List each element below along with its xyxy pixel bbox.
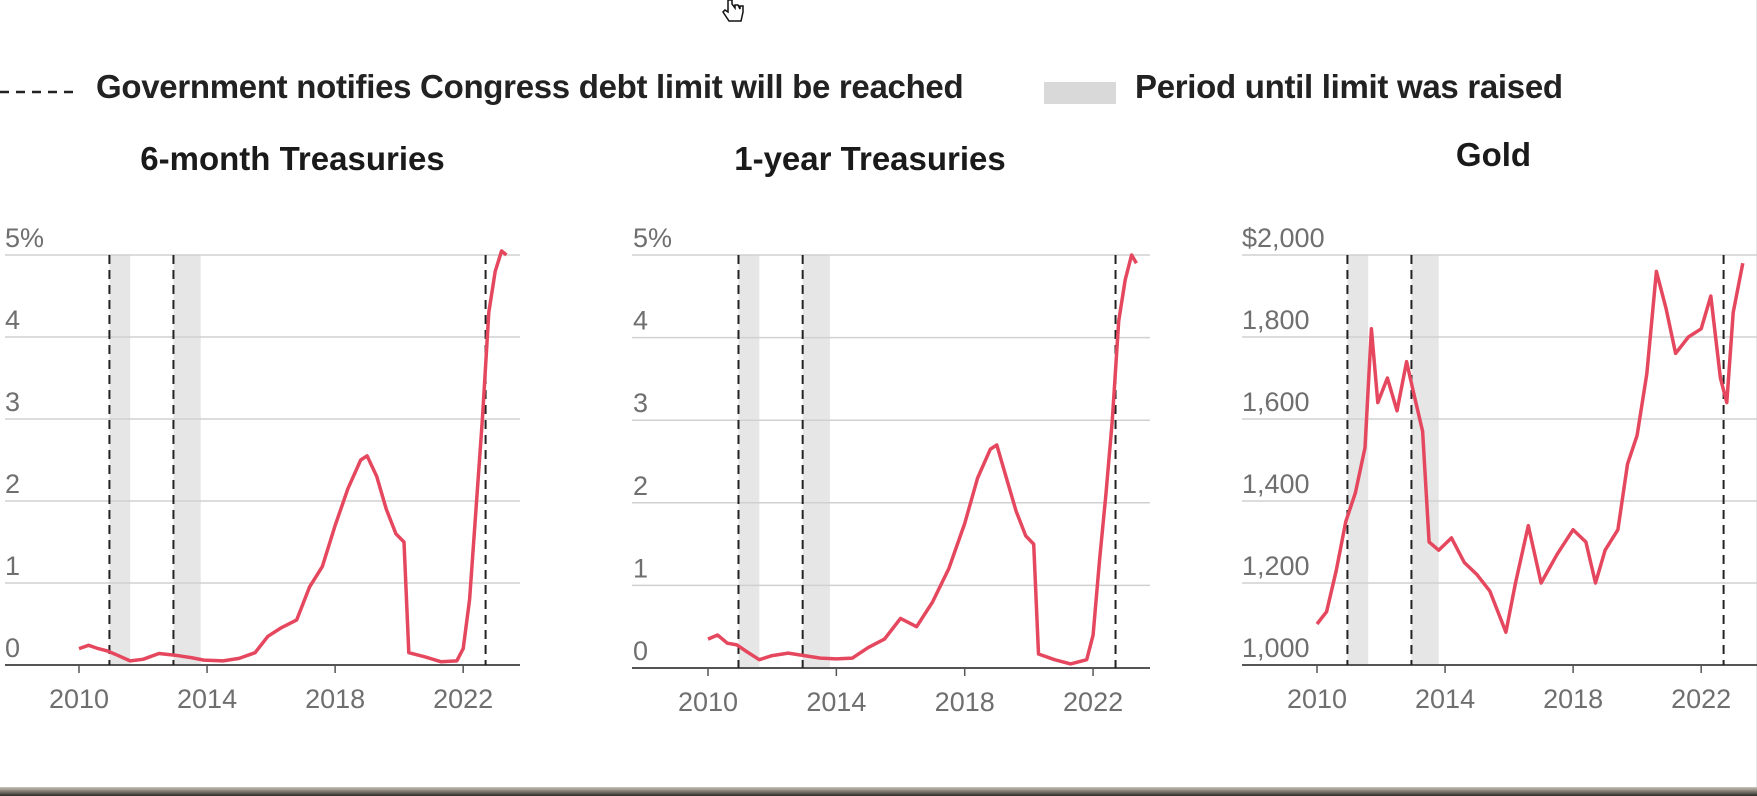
panel-1-year-treasuries: 1-year Treasuries: [620, 140, 1150, 740]
panel-title: 1-year Treasuries: [734, 140, 1006, 177]
panel-title: Gold: [1455, 136, 1532, 173]
panel-title: 6-month Treasuries: [140, 140, 445, 177]
window-bottom-edge: [0, 787, 1757, 796]
legend-period-label: Period until limit was raised: [1135, 68, 1563, 105]
legend: Government notifies Congress debt limit …: [0, 68, 1757, 112]
panel-6-month-treasuries: 6-month Treasuries: [0, 140, 530, 740]
panel-gold: Gold: [1230, 136, 1757, 740]
legend-notify-label: Government notifies Congress debt limit …: [96, 68, 964, 105]
dashed-line-key-icon: [0, 90, 80, 94]
hand-pointer-icon: [722, 0, 744, 22]
shaded-period-key-icon: [1044, 82, 1116, 104]
